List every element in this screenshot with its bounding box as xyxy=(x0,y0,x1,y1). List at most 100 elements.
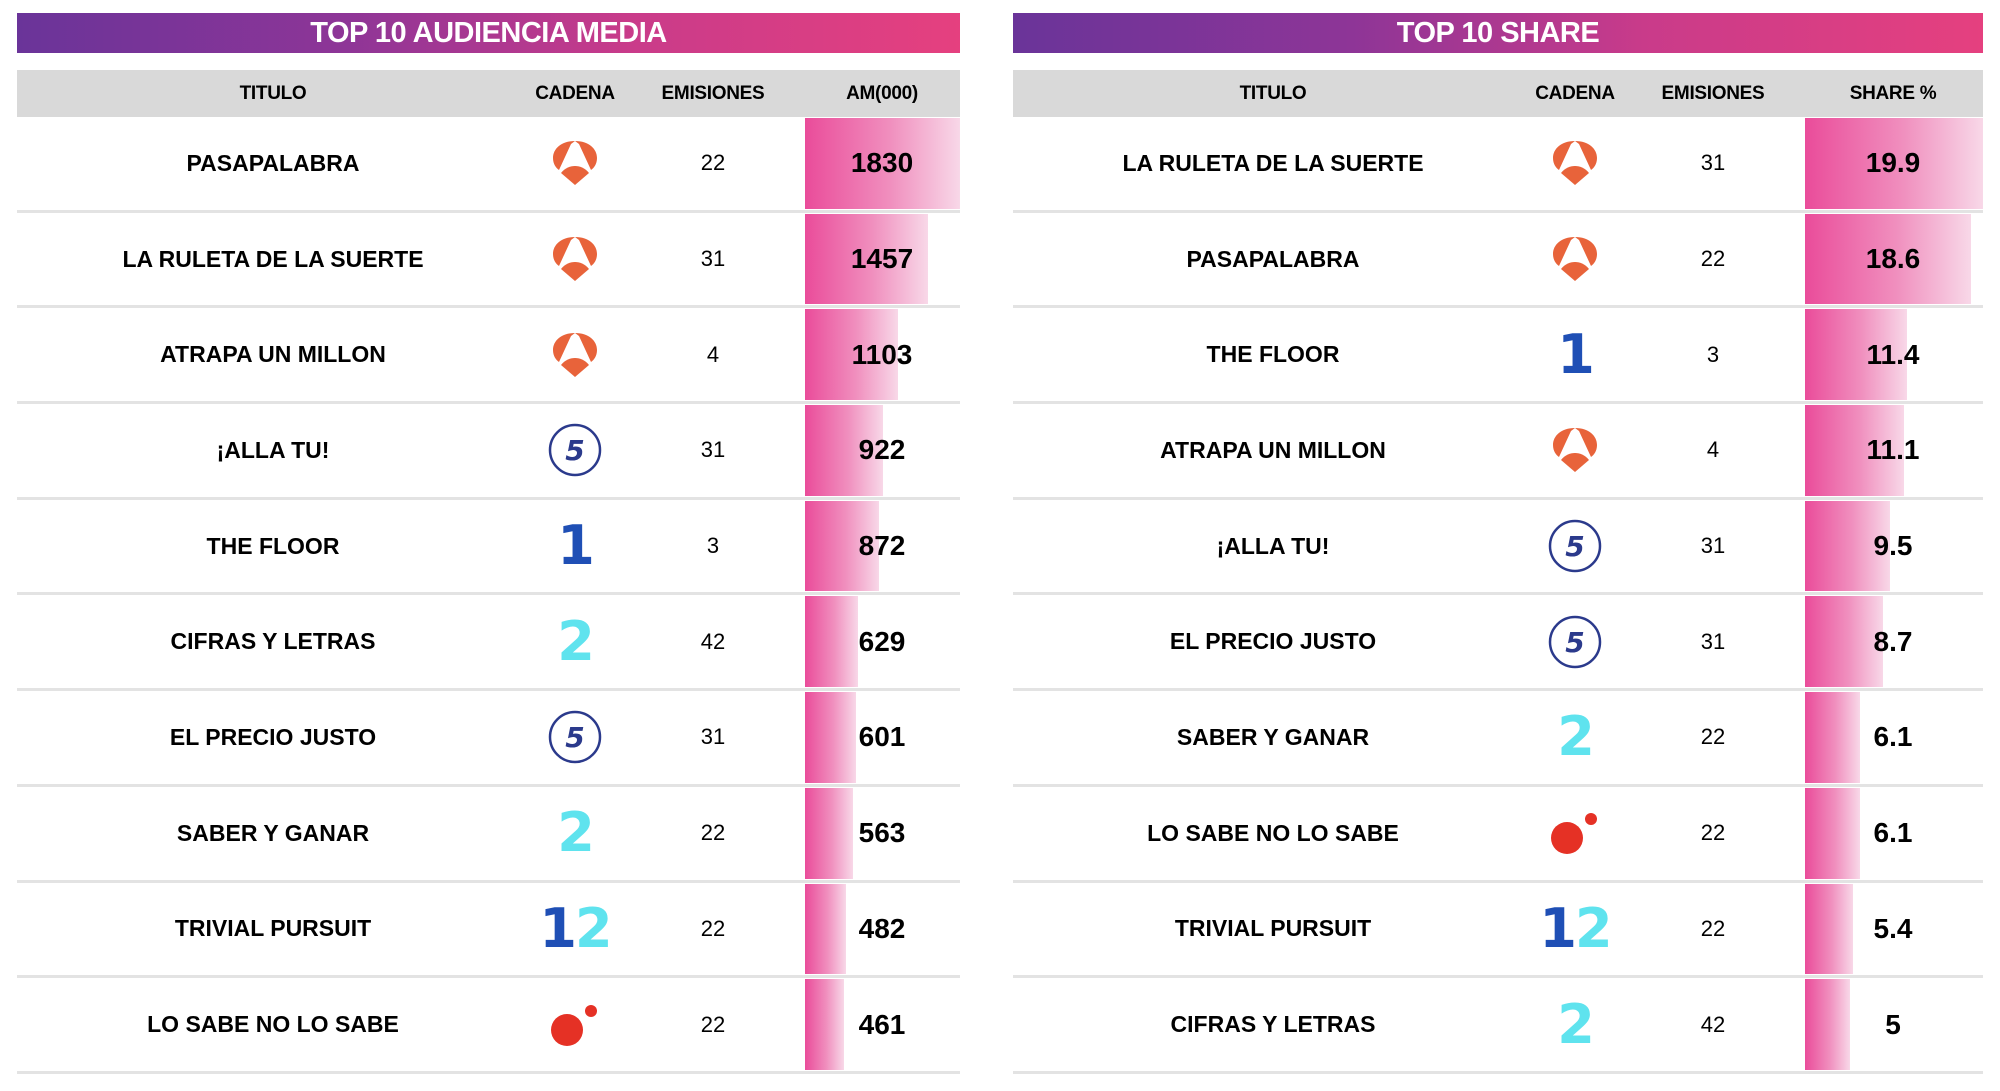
metric-value: 1103 xyxy=(851,338,913,370)
value-bar xyxy=(1805,309,1907,401)
channel-cell: 2 xyxy=(545,787,605,880)
metric-value: 461 xyxy=(858,1008,906,1040)
table-row: ATRAPA UN MILLON 4 1103 xyxy=(17,308,960,405)
channel-cell: 1 xyxy=(1545,308,1605,401)
header-titulo: TITULO xyxy=(1239,83,1307,104)
program-title: THE FLOOR xyxy=(206,532,340,559)
channel-cell xyxy=(545,117,605,210)
header-emisiones: EMISIONES xyxy=(661,83,765,104)
value-bar xyxy=(1805,692,1860,783)
emisiones-value: 31 xyxy=(700,246,726,272)
emisiones-value: 22 xyxy=(700,820,726,846)
program-title: EL PRECIO JUSTO xyxy=(169,723,377,750)
emisiones-value: 22 xyxy=(700,150,726,176)
channel-cell xyxy=(1545,117,1605,210)
telecinco-logo-icon: 5 xyxy=(545,707,605,767)
table-row: EL PRECIO JUSTO 5 31 601 xyxy=(17,691,960,787)
svg-text:5: 5 xyxy=(1565,626,1584,659)
metric-value: 11.4 xyxy=(1866,338,1920,370)
metric-value: 8.7 xyxy=(1873,625,1913,657)
value-bar xyxy=(1805,787,1860,879)
table-row: PASAPALABRA 22 18.6 xyxy=(1013,213,1983,309)
table-row: SABER Y GANAR 2 22 563 xyxy=(17,787,960,883)
program-title: ATRAPA UN MILLON xyxy=(160,341,386,368)
value-bar xyxy=(805,118,960,209)
program-title: TRIVIAL PURSUIT xyxy=(174,915,372,942)
la2-logo-icon: 2 xyxy=(557,609,595,673)
la1-logo-icon: 1 xyxy=(1557,322,1595,386)
table-row: SABER Y GANAR 2 22 6.1 xyxy=(1013,691,1983,787)
program-title: ¡ALLA TU! xyxy=(216,436,330,463)
program-title: CIFRAS Y LETRAS xyxy=(170,628,376,655)
metric-value: 1457 xyxy=(850,243,914,275)
program-title: PASAPALABRA xyxy=(186,149,360,176)
header-cadena: CADENA xyxy=(1535,83,1615,104)
program-title: LA RULETA DE LA SUERTE xyxy=(122,245,424,272)
emisiones-value: 4 xyxy=(1706,437,1720,463)
value-bar xyxy=(805,213,929,305)
value-bar xyxy=(1805,596,1883,688)
metric-value: 629 xyxy=(858,625,906,657)
emisiones-value: 31 xyxy=(1700,628,1726,654)
top10-audiencia-panel: TOP 10 AUDIENCIA MEDIA TITULO CADENA EMI… xyxy=(17,13,960,1074)
table-header: TITULO CADENA EMISIONES AM(000) xyxy=(17,70,960,117)
antena3-logo-icon xyxy=(545,229,605,289)
emisiones-value: 22 xyxy=(700,1011,726,1037)
emisiones-value: 4 xyxy=(706,341,720,367)
emisiones-value: 22 xyxy=(700,915,726,941)
table-row: CIFRAS Y LETRAS 2 42 5 xyxy=(1013,978,1983,1074)
header-share: SHARE % xyxy=(1849,83,1937,104)
telecinco-logo-icon: 5 xyxy=(545,420,605,480)
table-row: EL PRECIO JUSTO 5 31 8.7 xyxy=(1013,595,1983,692)
emisiones-value: 42 xyxy=(700,628,726,654)
canal12-logo-icon: 12 xyxy=(539,896,612,960)
emisiones-value: 31 xyxy=(1700,533,1726,559)
value-bar xyxy=(1805,118,1983,209)
value-bar xyxy=(1805,883,1854,975)
table-row: PASAPALABRA 22 1830 xyxy=(17,117,960,213)
emisiones-value: 31 xyxy=(700,724,726,750)
metric-value: 6.1 xyxy=(1873,817,1913,849)
emisiones-value: 3 xyxy=(1706,341,1720,367)
table-row: THE FLOOR 1 3 11.4 xyxy=(1013,308,1983,405)
emisiones-value: 42 xyxy=(1700,1011,1726,1037)
table-row: TRIVIAL PURSUIT 12 22 482 xyxy=(17,883,960,979)
cuatro-logo-icon xyxy=(1545,803,1605,863)
metric-value: 5 xyxy=(1885,1008,1901,1040)
metric-value: 9.5 xyxy=(1873,530,1913,562)
table-row: LA RULETA DE LA SUERTE 31 19.9 xyxy=(1013,117,1983,213)
metric-value: 563 xyxy=(858,817,906,849)
table-row: ATRAPA UN MILLON 4 11.1 xyxy=(1013,404,1983,500)
header-titulo: TITULO xyxy=(239,83,307,104)
channel-cell: 12 xyxy=(539,883,612,976)
panel-title: TOP 10 AUDIENCIA MEDIA xyxy=(17,13,960,53)
svg-text:5: 5 xyxy=(565,434,584,467)
emisiones-value: 31 xyxy=(1700,150,1726,176)
value-bar xyxy=(1805,213,1972,305)
table-row: LO SABE NO LO SABE 22 461 xyxy=(17,978,960,1074)
channel-cell: 2 xyxy=(1545,978,1605,1071)
metric-value: 11.1 xyxy=(1866,434,1920,466)
svg-text:5: 5 xyxy=(565,721,584,754)
value-bar xyxy=(805,309,899,401)
program-title: TRIVIAL PURSUIT xyxy=(1174,915,1372,942)
program-title: ATRAPA UN MILLON xyxy=(1160,436,1386,463)
header-emisiones: EMISIONES xyxy=(1661,83,1765,104)
channel-cell xyxy=(545,308,605,401)
table-row: LO SABE NO LO SABE 22 6.1 xyxy=(1013,787,1983,883)
program-title: PASAPALABRA xyxy=(1186,245,1360,272)
value-bar xyxy=(805,500,879,592)
program-title: THE FLOOR xyxy=(1206,341,1340,368)
la1-logo-icon: 1 xyxy=(557,514,595,578)
metric-value: 872 xyxy=(858,530,906,562)
emisiones-value: 22 xyxy=(1700,724,1726,750)
value-bar xyxy=(805,596,859,688)
metric-value: 1830 xyxy=(850,147,914,179)
value-bar xyxy=(1805,405,1905,496)
la2-logo-icon: 2 xyxy=(1557,705,1595,769)
program-title: LA RULETA DE LA SUERTE xyxy=(1122,149,1424,176)
channel-cell: 1 xyxy=(545,500,605,593)
channel-cell xyxy=(1545,404,1605,497)
antena3-logo-icon xyxy=(1545,420,1605,480)
value-bar xyxy=(805,979,845,1070)
